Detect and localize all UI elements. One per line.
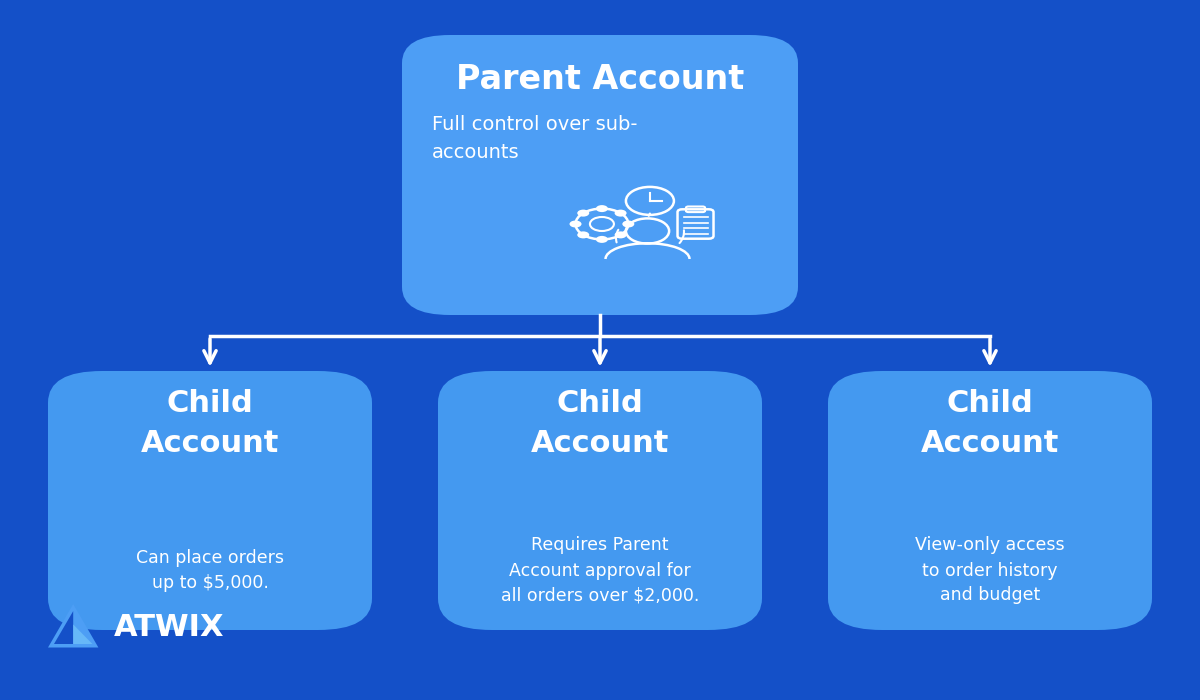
FancyBboxPatch shape (438, 371, 762, 630)
FancyBboxPatch shape (402, 35, 798, 315)
Polygon shape (48, 604, 98, 648)
Polygon shape (54, 611, 73, 644)
Text: Child
Account: Child Account (530, 389, 670, 458)
Circle shape (614, 209, 626, 216)
Text: Requires Parent
Account approval for
all orders over $2,000.: Requires Parent Account approval for all… (500, 536, 700, 605)
Polygon shape (73, 624, 92, 644)
Text: View-only access
to order history
and budget: View-only access to order history and bu… (916, 536, 1064, 605)
Circle shape (596, 205, 608, 212)
Text: Full control over sub-
accounts: Full control over sub- accounts (432, 116, 637, 162)
FancyBboxPatch shape (48, 371, 372, 630)
Circle shape (577, 232, 589, 239)
Circle shape (577, 209, 589, 216)
Circle shape (570, 220, 582, 228)
Text: Child
Account: Child Account (920, 389, 1060, 458)
Circle shape (623, 220, 635, 228)
Circle shape (596, 236, 608, 243)
Text: Parent Account: Parent Account (456, 63, 744, 96)
FancyBboxPatch shape (828, 371, 1152, 630)
Text: ATWIX: ATWIX (114, 613, 224, 643)
Circle shape (614, 232, 626, 239)
Text: Child
Account: Child Account (140, 389, 280, 458)
Text: Can place orders
up to $5,000.: Can place orders up to $5,000. (136, 549, 284, 592)
